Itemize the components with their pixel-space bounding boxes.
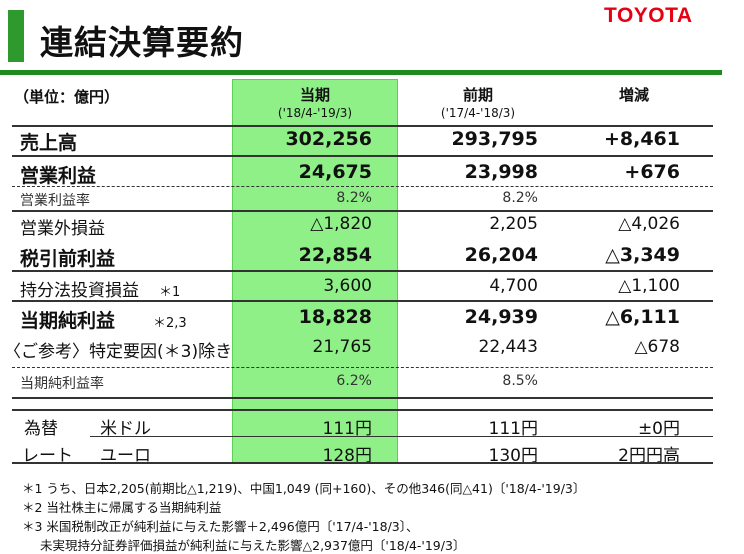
row-label: 当期純利益 [20, 310, 116, 332]
currency-label: 米ドル [100, 419, 151, 439]
footnote: 未実現持分証券評価損益が純利益に与えた影響△2,937億円〔'18/4-'19/… [40, 538, 466, 553]
current-value: 128円 [322, 446, 372, 466]
title-divider [0, 70, 722, 75]
footnote-ref: ＊1 [159, 285, 181, 300]
col-current-period: ('18/4-'19/3) [277, 106, 353, 120]
dashed-divider [12, 186, 713, 187]
unit-label: （単位：億円） [14, 88, 120, 106]
current-value: 21,765 [312, 337, 372, 357]
row-label: 売上高 [20, 132, 78, 154]
row-label: 営業外損益 [20, 219, 105, 239]
fx-label: レート [22, 446, 73, 466]
previous-value: 23,998 [464, 161, 538, 183]
title-accent-bar [8, 10, 24, 62]
previous-value: 293,795 [451, 128, 538, 150]
previous-value: 26,204 [464, 244, 538, 266]
footnote: ＊3 米国税制改正が純利益に与えた影響＋2,496億円〔'17/4-'18/3〕… [22, 519, 419, 534]
row-label: 持分法投資損益 [20, 281, 139, 301]
divider [12, 462, 713, 464]
row-label: 〈ご参考〉特定要因(＊3)除き [4, 342, 233, 362]
change-value: 2円円高 [618, 446, 680, 466]
col-previous-period: ('17/4-'18/3) [440, 106, 516, 120]
currency-label: ユーロ [100, 446, 151, 466]
current-value: 22,854 [298, 244, 372, 266]
previous-value: 24,939 [464, 306, 538, 328]
divider [12, 210, 713, 212]
change-value: ±0円 [637, 419, 680, 439]
current-value: △1,820 [310, 214, 372, 234]
divider [12, 125, 713, 127]
footnote: ＊1 うち、日本2,205(前期比△1,219)、中国1,049 (同+160)… [22, 481, 586, 496]
footnote: ＊2 当社株主に帰属する当期純利益 [22, 500, 222, 515]
previous-value: 8.2% [502, 190, 538, 206]
col-previous-header: 前期 [462, 86, 493, 104]
previous-value: 8.5% [502, 373, 538, 389]
change-value: △3,349 [605, 244, 680, 266]
previous-value: 2,205 [489, 214, 538, 234]
col-change-header: 増減 [618, 86, 649, 104]
change-value: △4,026 [618, 214, 680, 234]
row-label: 営業利益 [20, 165, 97, 187]
current-value: 111円 [322, 419, 372, 439]
change-value: △1,100 [618, 276, 680, 296]
divider [12, 409, 713, 411]
change-value: △6,111 [605, 306, 680, 328]
current-value: 24,675 [298, 161, 372, 183]
change-value: +676 [624, 161, 680, 183]
current-value: 6.2% [336, 373, 372, 389]
page-title: 連結決算要約 [40, 23, 244, 62]
dashed-divider [12, 367, 713, 368]
divider [12, 155, 713, 157]
change-value: +8,461 [603, 128, 680, 150]
toyota-logo: TOYOTA [604, 4, 693, 27]
divider [90, 436, 713, 437]
footnote-ref: ＊2,3 [153, 316, 187, 331]
current-value: 8.2% [336, 190, 372, 206]
previous-value: 111円 [488, 419, 538, 439]
row-label: 当期純利益率 [20, 376, 104, 392]
previous-value: 22,443 [478, 337, 538, 357]
divider [12, 270, 713, 272]
previous-value: 130円 [488, 446, 538, 466]
row-label: 営業利益率 [20, 193, 90, 209]
col-current-header: 当期 [299, 86, 330, 104]
current-value: 3,600 [323, 276, 372, 296]
current-value: 18,828 [298, 306, 372, 328]
fx-label: 為替 [24, 419, 58, 439]
row-label: 税引前利益 [20, 248, 116, 270]
previous-value: 4,700 [489, 276, 538, 296]
current-value: 302,256 [285, 128, 372, 150]
divider [12, 397, 713, 399]
change-value: △678 [634, 337, 680, 357]
divider [12, 300, 713, 302]
